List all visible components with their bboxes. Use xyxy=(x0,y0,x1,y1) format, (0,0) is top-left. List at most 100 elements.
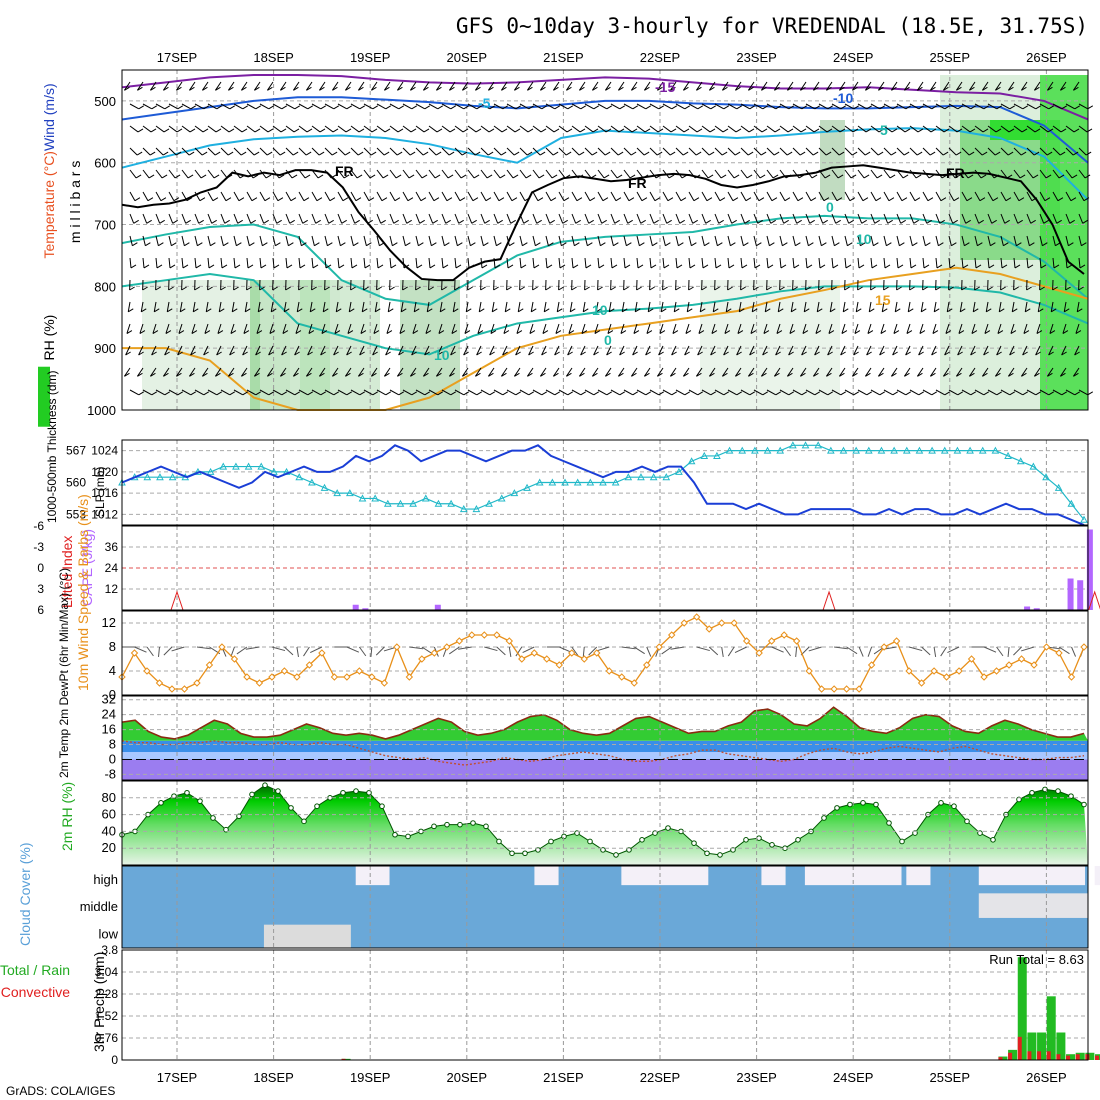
wind-barb xyxy=(465,301,469,312)
wind-barb xyxy=(202,81,209,91)
rh-point xyxy=(457,821,463,828)
low-clear xyxy=(263,924,351,948)
wind-barb-flag xyxy=(579,372,585,377)
wind-barb-flag xyxy=(370,151,377,156)
wind-barb-flag xyxy=(294,391,301,396)
wind-barb xyxy=(1050,301,1054,312)
wind-barb-flag xyxy=(1047,128,1054,133)
wind-barb xyxy=(1047,81,1054,91)
wind-barb-flag xyxy=(366,242,372,247)
wind-barb xyxy=(701,125,711,133)
wind-barb xyxy=(961,103,972,110)
wind-barb xyxy=(155,125,165,133)
wind-barb-flag xyxy=(265,174,272,179)
surface-wind-barb xyxy=(727,646,735,657)
wind-barb-flag xyxy=(974,286,980,291)
wind-barb xyxy=(766,169,774,179)
wind-barb-flag xyxy=(620,330,627,334)
wind-barb xyxy=(363,257,366,268)
wind-barb xyxy=(948,389,959,396)
wind-barb-flag xyxy=(995,86,1001,91)
wind-barb-flag xyxy=(242,105,249,110)
rh-point xyxy=(431,823,437,830)
wind-barb-flag xyxy=(148,174,155,179)
wind-speed-point xyxy=(280,667,289,675)
rh-tick: 40 xyxy=(102,823,116,838)
convective-bar xyxy=(1095,1055,1100,1060)
wind-barb-flag xyxy=(1060,372,1066,377)
wind-barb-flag xyxy=(598,264,605,269)
wind-barb-flag xyxy=(881,308,888,313)
wind-barb xyxy=(670,81,677,91)
wind-barb xyxy=(685,323,690,334)
wind-speed-point xyxy=(792,637,801,645)
wind-barb-flag xyxy=(802,330,809,334)
wind-barb xyxy=(558,191,565,201)
slp-tick: 1016 xyxy=(91,486,118,500)
wind-barb-flag xyxy=(1023,330,1030,334)
wind-barb-flag xyxy=(957,391,964,396)
wind-barb-flag xyxy=(970,391,977,396)
wind-barb xyxy=(493,125,503,133)
wind-barb xyxy=(176,367,183,377)
wind-barb xyxy=(555,323,560,334)
wind-barb xyxy=(631,367,638,377)
wind-barb-flag xyxy=(345,372,351,377)
rh-tick: 20 xyxy=(102,840,116,855)
wind-barb xyxy=(792,191,799,201)
wind-barb xyxy=(831,213,837,224)
wind-barb xyxy=(376,257,379,268)
wind-barb-flag xyxy=(321,330,328,334)
wind-barb xyxy=(311,257,314,268)
wind-barb-flag xyxy=(527,372,533,377)
wind-barb xyxy=(946,301,950,312)
wind-barb xyxy=(1026,125,1036,133)
wind-barb xyxy=(189,367,196,377)
wind-barb-flag xyxy=(227,151,234,156)
wind-barb xyxy=(727,235,731,246)
wind-barb xyxy=(129,191,136,201)
wind-barb xyxy=(363,191,370,201)
wind-barb xyxy=(501,81,508,91)
wind-barb xyxy=(688,169,696,179)
wind-barb-flag xyxy=(808,242,814,247)
wind-barb xyxy=(766,191,773,201)
wind-barb xyxy=(922,191,929,201)
wind-barb xyxy=(883,257,886,268)
wind-barb-flag xyxy=(515,105,522,110)
wind-barb-flag xyxy=(992,197,999,202)
wind-barb-flag xyxy=(420,197,427,202)
wind-barb-flag xyxy=(1024,308,1031,313)
surface-wind-barb xyxy=(582,646,585,658)
wind-barb-flag xyxy=(927,197,934,202)
date-label-bottom: 18SEP xyxy=(253,1070,293,1085)
wind-barb xyxy=(948,257,951,268)
wind-barb-flag xyxy=(1052,286,1058,291)
wind-barb xyxy=(519,147,528,156)
wind-barb xyxy=(883,125,893,133)
wind-barb xyxy=(480,191,487,201)
wind-barb-flag xyxy=(734,151,741,156)
wind-barb xyxy=(987,169,995,179)
wind-barb xyxy=(501,367,508,377)
wind-barb-flag xyxy=(1009,391,1016,396)
wind-barb-flag xyxy=(735,128,742,133)
wind-barb xyxy=(633,323,638,334)
surface-wind-barb xyxy=(834,646,848,650)
wind-barb-flag xyxy=(824,174,831,179)
wind-barb xyxy=(363,235,367,246)
wind-barb-flag xyxy=(202,128,209,133)
wind-barb xyxy=(207,169,215,179)
wind-speed-point xyxy=(143,667,151,675)
thickness-point xyxy=(751,446,759,454)
wind-barb xyxy=(597,235,601,246)
wind-barb xyxy=(478,301,482,312)
wind-barb-flag xyxy=(200,174,207,179)
wind-barb xyxy=(464,323,469,334)
wind-barb xyxy=(439,301,443,312)
wind-barb-flag xyxy=(827,105,834,110)
wind-speed-point xyxy=(767,637,776,645)
wind-barb-flag xyxy=(350,286,356,291)
wind-barb-flag xyxy=(983,351,989,356)
wind-barb-flag xyxy=(680,197,687,202)
